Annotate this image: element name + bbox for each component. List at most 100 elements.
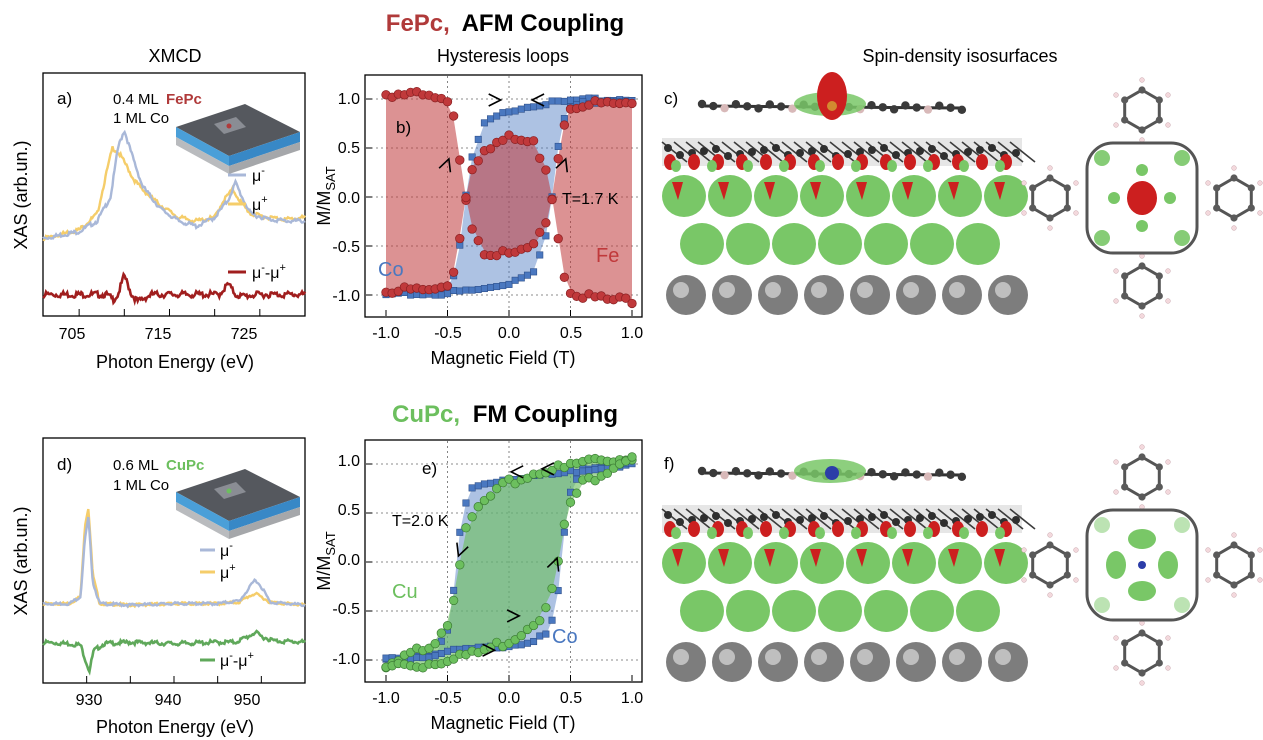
spin-lobe	[948, 549, 959, 567]
macrocycle	[1085, 508, 1199, 622]
atom	[808, 514, 816, 522]
data-point	[553, 234, 563, 244]
h-atom	[1113, 665, 1119, 671]
h-atom	[1021, 577, 1027, 583]
data-point	[541, 218, 551, 228]
spin-sphere	[864, 590, 908, 632]
data-point	[473, 235, 483, 246]
data-point	[461, 523, 471, 533]
h-atom	[1165, 268, 1171, 274]
atom	[697, 466, 707, 476]
bond	[997, 508, 1024, 530]
panel-e-ytick-label: -1.0	[332, 651, 360, 668]
spin-sphere	[846, 175, 890, 217]
panel-d-coverage-molecule: CuPc	[166, 457, 204, 474]
spin-lobe	[1174, 150, 1190, 166]
spin-lobe	[1128, 529, 1156, 549]
data-point	[511, 276, 519, 284]
atom	[957, 105, 967, 115]
h-atom	[1257, 210, 1263, 216]
data-point	[462, 286, 470, 294]
atom	[1046, 174, 1054, 182]
atom-highlight	[719, 282, 735, 298]
atom	[1247, 184, 1255, 192]
spin-lobe	[1094, 230, 1110, 246]
spin-lobe	[671, 527, 681, 539]
data-point	[474, 482, 482, 490]
spin-sphere	[726, 590, 770, 632]
atom-highlight	[949, 649, 965, 665]
spin-lobe	[718, 182, 729, 200]
h-atom	[1113, 268, 1119, 274]
atom	[676, 151, 684, 159]
atom	[760, 146, 768, 154]
atom	[923, 105, 933, 114]
data-point	[480, 285, 488, 293]
data-point	[541, 165, 551, 175]
spin-sphere	[984, 542, 1028, 584]
legend-mu-diff: μ--μ+	[220, 650, 254, 670]
spin-lobe	[743, 160, 753, 172]
atom	[1155, 463, 1163, 471]
data-point	[485, 491, 496, 501]
bond	[757, 141, 784, 163]
data-point	[504, 474, 514, 484]
arrow-marker	[546, 556, 560, 572]
spin-lobe	[1174, 517, 1190, 533]
atom	[1155, 272, 1163, 280]
panel-c: c)	[661, 72, 1263, 319]
data-point	[573, 468, 581, 476]
atom	[788, 471, 797, 480]
panel-d-coverage-ml: 0.6 ML	[113, 457, 159, 474]
atom	[820, 512, 828, 520]
h-atom	[1139, 444, 1145, 450]
data-point	[455, 233, 465, 244]
column-heading-hysteresis: Hysteresis loops	[437, 46, 569, 66]
bond	[733, 141, 760, 163]
atom	[712, 145, 720, 153]
panel-b-ylabel: M/MSAT	[314, 166, 338, 225]
atom	[1138, 262, 1146, 270]
bond	[973, 508, 1000, 530]
data-point	[498, 135, 508, 145]
series-mu-difference	[42, 629, 307, 676]
benzene-ring	[1215, 543, 1253, 587]
bond	[853, 508, 880, 530]
spin-lobe	[1106, 551, 1126, 579]
panel-a-frame	[42, 72, 306, 317]
atom	[1230, 174, 1238, 182]
data-point	[443, 647, 451, 655]
data-point	[461, 192, 471, 203]
spin-lobe	[1108, 192, 1120, 204]
atom	[743, 102, 752, 111]
spin-lobe	[779, 527, 789, 539]
h-atom	[1073, 577, 1079, 583]
h-atom	[1165, 665, 1171, 671]
atom	[1138, 126, 1146, 134]
spin-lobe	[1136, 220, 1148, 232]
atom	[697, 99, 707, 109]
data-point	[493, 112, 501, 120]
panel-c-top-view	[1021, 77, 1263, 319]
data-point	[450, 645, 458, 653]
atom	[1155, 639, 1163, 647]
h-atom	[1205, 210, 1211, 216]
atom	[1012, 149, 1020, 157]
spin-sphere	[864, 223, 908, 265]
panel-b-xlabel: Magnetic Field (T)	[430, 348, 575, 368]
atom	[664, 511, 672, 519]
data-point	[566, 96, 574, 104]
benzene-ring	[1215, 176, 1253, 220]
spin-lobe	[1136, 164, 1148, 176]
atom	[1213, 571, 1221, 579]
spin-lobe	[902, 182, 913, 200]
data-point	[442, 621, 453, 631]
spin-lobe	[760, 521, 772, 537]
atom	[772, 511, 780, 519]
atom	[1063, 571, 1071, 579]
data-point	[487, 283, 495, 291]
h-atom	[1113, 122, 1119, 128]
atom	[868, 146, 876, 154]
panel-b-ytick-label: -1.0	[332, 288, 360, 305]
atom	[1121, 463, 1129, 471]
